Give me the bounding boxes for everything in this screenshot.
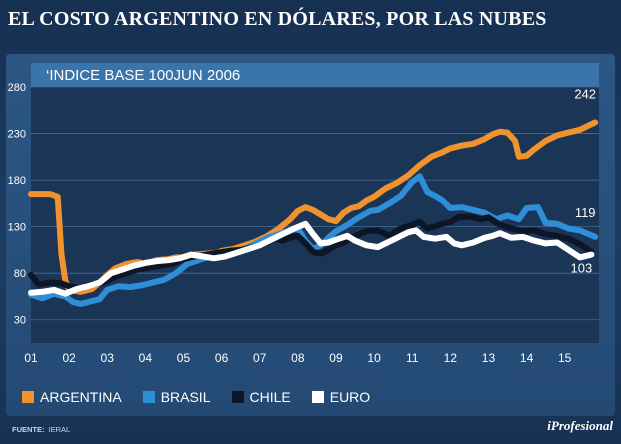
x-tick-label: 14 [520, 351, 534, 365]
legend-swatch-brasil [142, 391, 155, 403]
source-label: FUENTE: [12, 425, 45, 434]
source-note: FUENTE: IERAL [12, 425, 70, 434]
legend-label-euro: EURO [329, 389, 371, 405]
end-label-euro: 103 [571, 261, 593, 276]
y-tick-label: 80 [14, 268, 26, 280]
legend-label-brasil: BRASIL [160, 389, 211, 405]
legend-item-chile: CHILE [231, 389, 291, 405]
y-tick-label: 230 [8, 129, 26, 141]
y-tick-label: 280 [8, 82, 26, 94]
legend-label-argentina: ARGENTINA [40, 389, 122, 405]
y-tick-label: 180 [8, 175, 26, 187]
x-tick-label: 01 [24, 351, 38, 365]
series-line-euro [28, 220, 595, 297]
y-tick-label: 30 [14, 315, 26, 327]
x-tick-label: 12 [444, 351, 458, 365]
legend-item-argentina: ARGENTINA [22, 389, 122, 405]
x-tick-label: 07 [253, 351, 267, 365]
chart-subtitle: ‘INDICE BASE 100JUN 2006 [46, 67, 241, 84]
legend-label-chile: CHILE [249, 389, 291, 405]
x-tick-label: 03 [101, 351, 115, 365]
x-tick-label: 04 [139, 351, 153, 365]
legend-swatch-argentina [22, 391, 34, 403]
y-tick-label: 130 [8, 222, 26, 234]
legend: ARGENTINA BRASIL CHILE EURO [22, 389, 391, 405]
x-tick-label: 11 [406, 351, 419, 365]
x-tick-label: 10 [367, 351, 381, 365]
subtitle-band [31, 63, 599, 87]
legend-item-euro: EURO [311, 389, 371, 405]
legend-item-brasil: BRASIL [142, 389, 211, 405]
x-tick-label: 13 [482, 351, 496, 365]
source-value: IERAL [48, 425, 71, 434]
end-label-brasil: 119 [575, 205, 596, 220]
page-title: EL COSTO ARGENTINO EN DÓLARES, POR LAS N… [8, 8, 547, 30]
x-tick-label: 08 [291, 351, 305, 365]
legend-swatch-chile [231, 391, 244, 403]
brand-logo: iProfesional [547, 418, 613, 433]
legend-swatch-euro [311, 391, 324, 403]
end-label-argentina: 242 [574, 86, 596, 101]
x-tick-label: 09 [329, 351, 343, 365]
x-tick-label: 06 [215, 351, 229, 365]
series-line-chile [28, 213, 595, 292]
x-tick-label: 02 [62, 351, 76, 365]
series-line-argentina [28, 119, 599, 295]
x-tick-label: 05 [177, 351, 191, 365]
x-tick-label: 15 [558, 351, 572, 365]
